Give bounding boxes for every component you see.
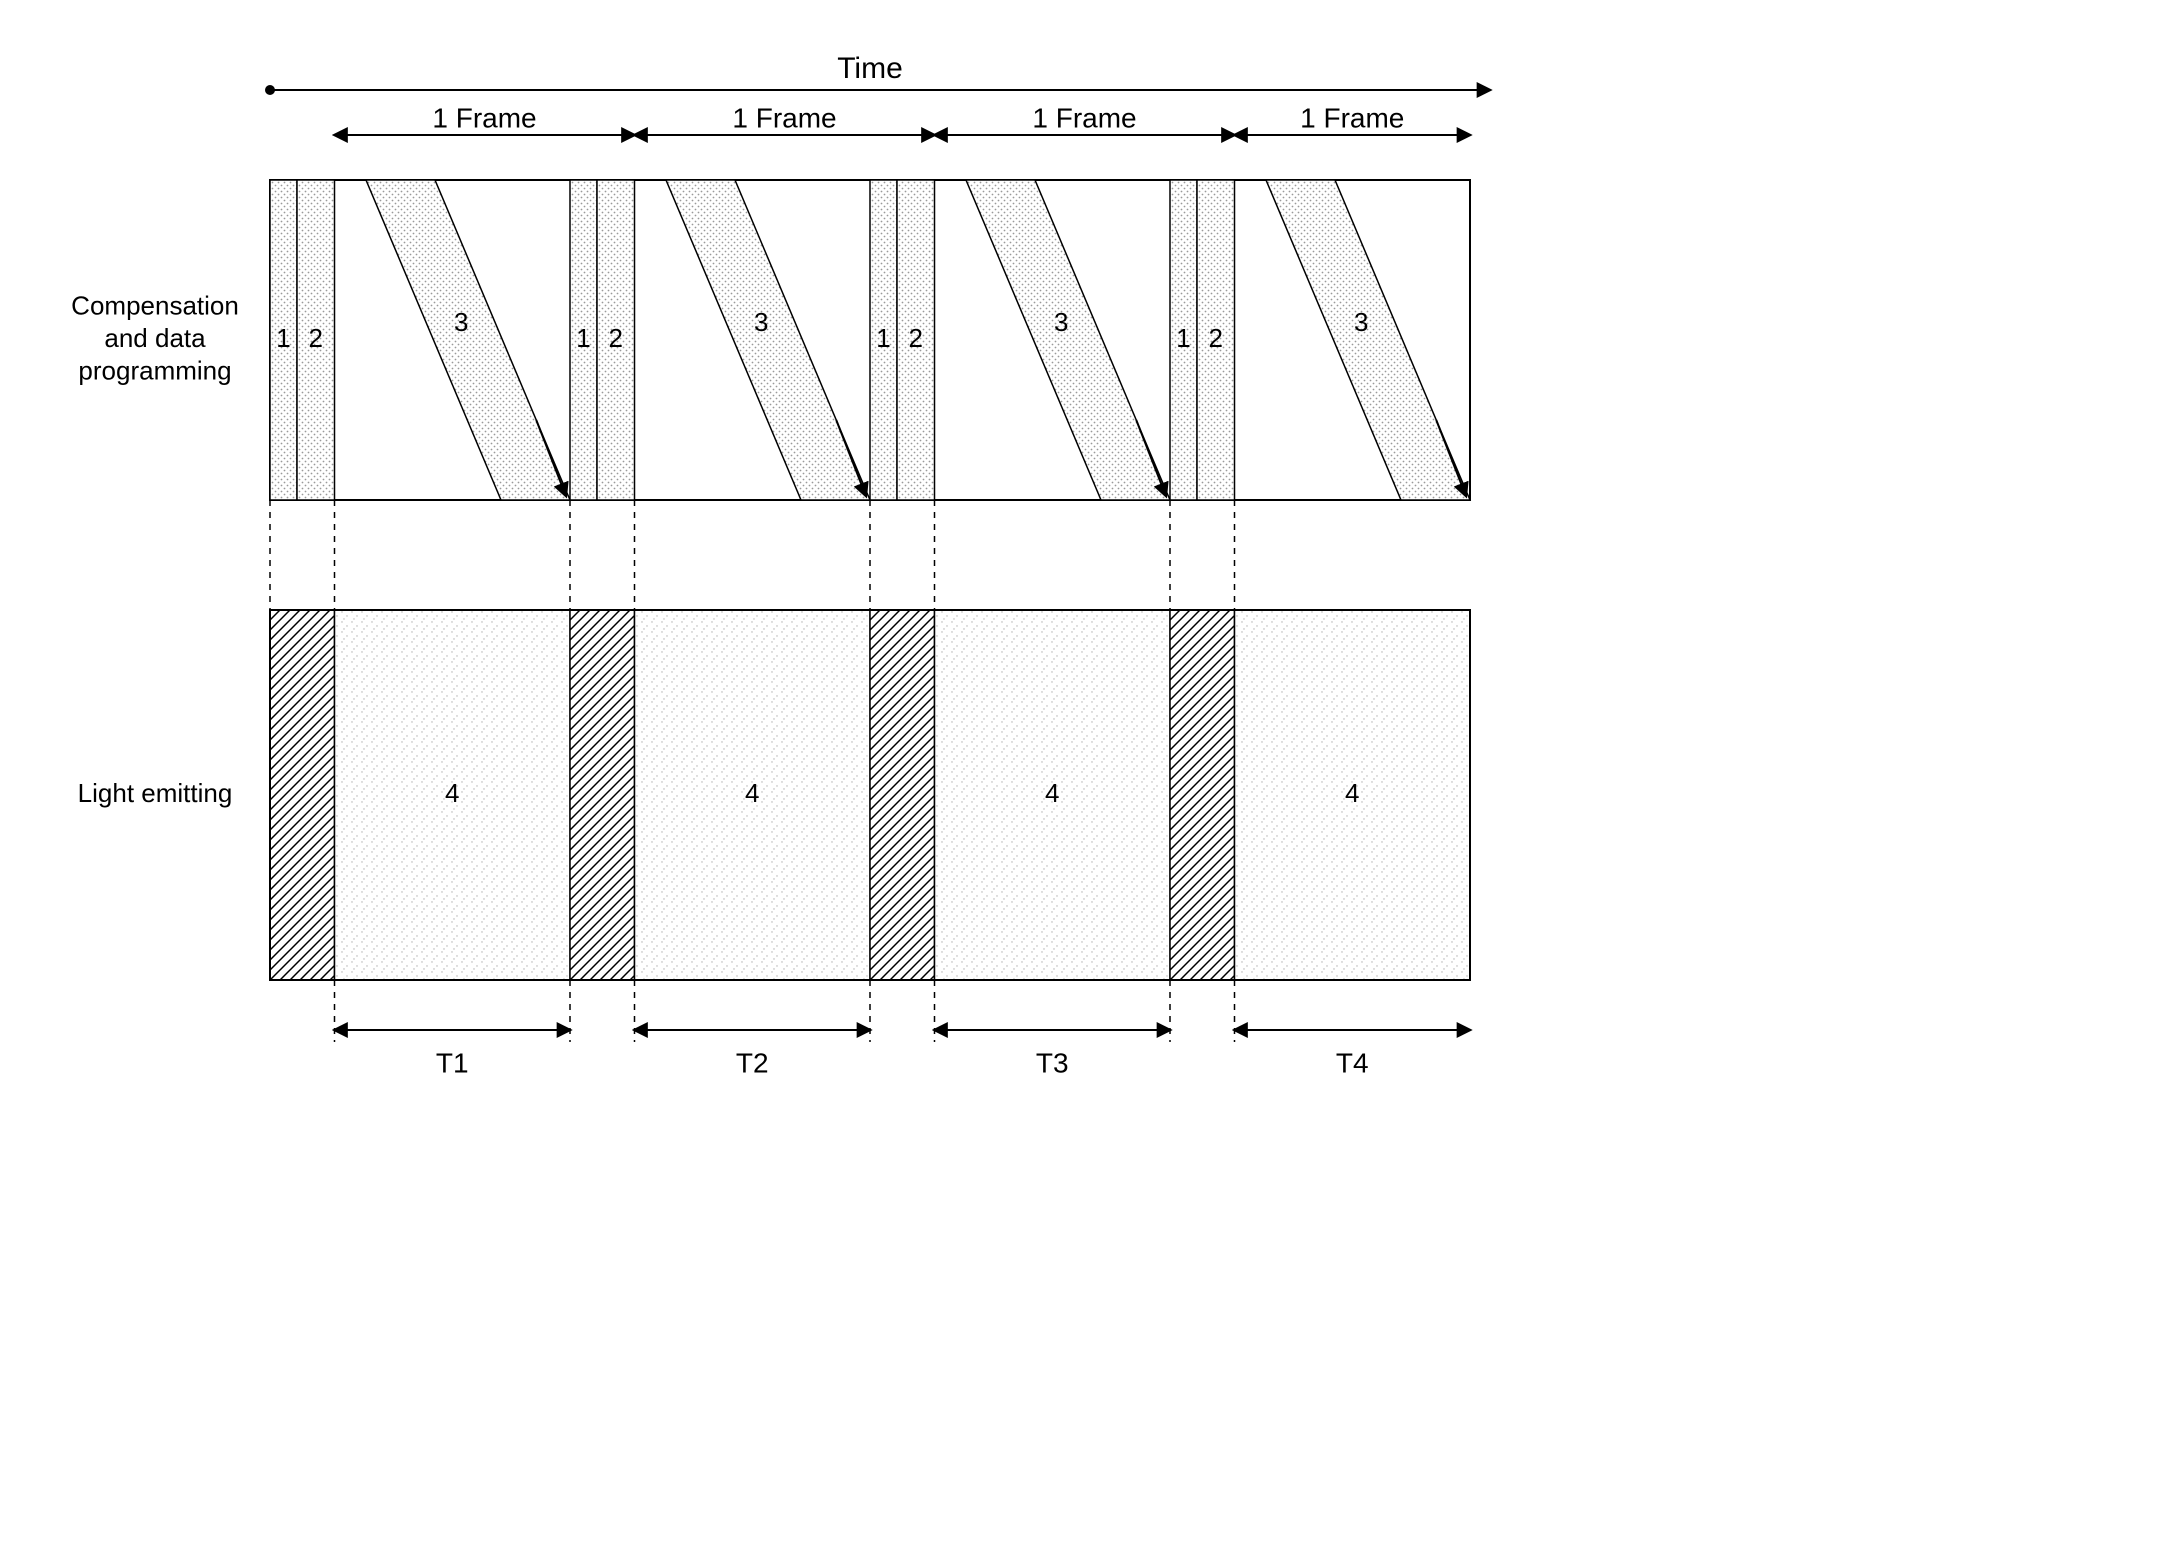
phase3-label: 3 (754, 307, 768, 337)
t-label: T3 (1036, 1047, 1069, 1078)
row2-hatch-block (870, 610, 935, 980)
phase3-parallelogram (366, 180, 570, 500)
phase3-label: 3 (1054, 307, 1068, 337)
phase1-label: 1 (276, 323, 290, 353)
frame-label: 1 Frame (732, 102, 836, 133)
phase4-label: 4 (445, 778, 459, 808)
phase2-label: 2 (609, 323, 623, 353)
phase3-label: 3 (1354, 307, 1368, 337)
row1-title: Compensationand dataprogramming (71, 290, 239, 385)
frame-label: 1 Frame (1300, 102, 1404, 133)
row2-hatch-block (570, 610, 635, 980)
row2-hatch-block (270, 610, 335, 980)
frame-label: 1 Frame (1032, 102, 1136, 133)
phase1-label: 1 (1176, 323, 1190, 353)
timing-diagram: Time1 Frame1 Frame1 Frame1 Frame12312312… (40, 40, 1540, 1140)
phase2-label: 2 (1209, 323, 1223, 353)
phase1-label: 1 (576, 323, 590, 353)
phase3-parallelogram (666, 180, 870, 500)
phase2-label: 2 (909, 323, 923, 353)
time-title: Time (837, 52, 903, 85)
t-label: T2 (736, 1047, 769, 1078)
phase4-label: 4 (1345, 778, 1359, 808)
phase4-label: 4 (1045, 778, 1059, 808)
phase1-label: 1 (876, 323, 890, 353)
t-label: T4 (1336, 1047, 1369, 1078)
phase3-parallelogram (966, 180, 1170, 500)
phase2-label: 2 (309, 323, 323, 353)
phase3-parallelogram (1266, 180, 1470, 500)
phase3-label: 3 (454, 307, 468, 337)
frame-label: 1 Frame (432, 102, 536, 133)
row2-hatch-block (1170, 610, 1235, 980)
t-label: T1 (436, 1047, 469, 1078)
phase4-label: 4 (745, 778, 759, 808)
row2-title: Light emitting (78, 778, 233, 808)
